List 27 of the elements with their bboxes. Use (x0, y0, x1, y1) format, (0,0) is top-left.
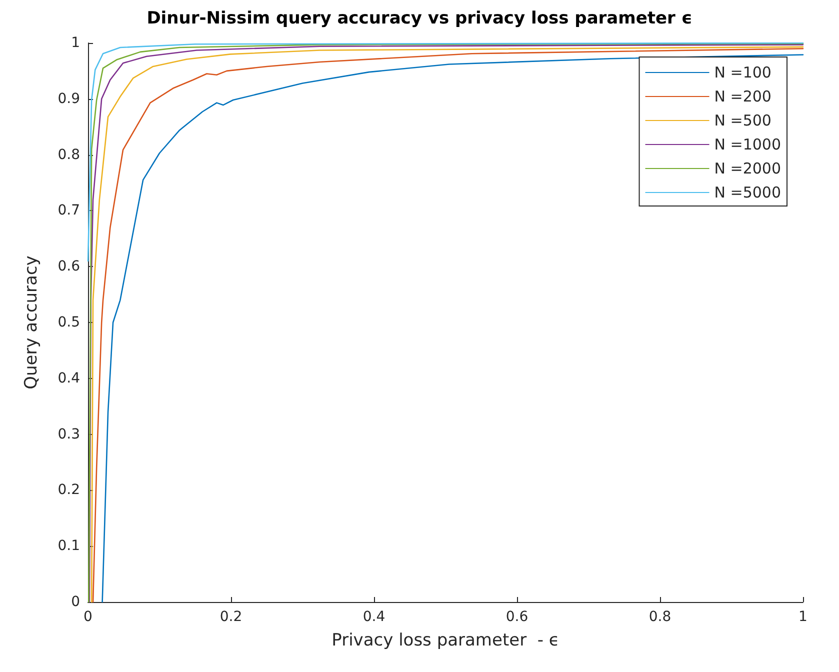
x-tick-label: 0 (84, 609, 92, 625)
x-tick-label: 0.4 (362, 609, 386, 625)
x-tick-label: 0.8 (648, 609, 672, 625)
chart-title: Dinur-Nissim query accuracy vs privacy loss parameter ϵ (146, 8, 692, 28)
legend-label: N =2000 (714, 160, 782, 178)
y-axis-title: Query accuracy (22, 256, 42, 390)
legend-label: N =5000 (714, 184, 782, 202)
y-tick-label: 1 (71, 35, 80, 51)
line-series (87, 42, 804, 262)
y-tick-label: 0.6 (58, 258, 80, 275)
y-tick-label: 0.2 (58, 482, 80, 498)
x-tick-label: 0.6 (506, 609, 528, 625)
y-tick-label: 0.9 (58, 90, 80, 107)
y-tick-label: 0.1 (58, 538, 80, 554)
y-tick-label: 0.3 (58, 426, 80, 442)
legend-label: N =200 (714, 88, 772, 106)
legend-label: N =1000 (714, 136, 782, 154)
y-tick-label: 0 (71, 594, 80, 610)
legend-label: N =100 (714, 64, 772, 82)
y-tick-label: 0.7 (58, 202, 80, 219)
y-tick-label: 0.8 (58, 146, 80, 163)
y-tick-label: 0.4 (58, 370, 80, 386)
x-axis-title: Privacy loss parameter - ϵ (332, 630, 560, 650)
x-tick-label: 0.2 (220, 609, 242, 625)
legend-label: N =500 (714, 112, 772, 130)
x-tick-label: 1 (798, 609, 808, 625)
y-tick-label: 0.5 (58, 314, 80, 330)
